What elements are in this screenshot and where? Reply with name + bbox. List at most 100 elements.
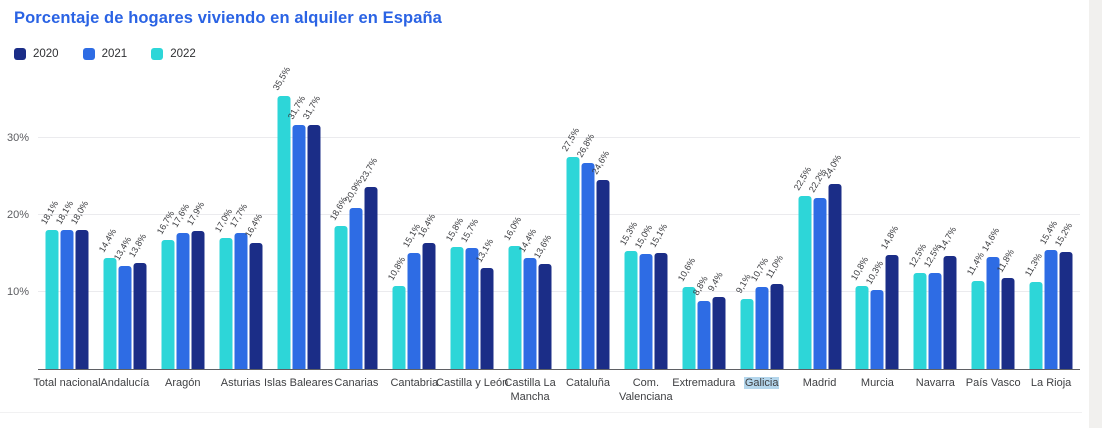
bar-cluster: 15,8% 15,7% 13,1% (444, 216, 495, 369)
bar-value-label: 13,1% (474, 237, 496, 265)
bar-2022[interactable]: 17,0% (212, 207, 234, 369)
bar-2022[interactable]: 11,4% (965, 251, 986, 369)
bar-cluster: 35,5% 31,7% 31,7% (270, 65, 322, 369)
bar-2022[interactable]: 15,8% (444, 216, 465, 369)
bar-group: 16,0% 14,4% 13,6% Castilla La Mancha (501, 69, 559, 404)
gridline-30% (38, 137, 1080, 138)
category-label: Com. Valenciana (619, 377, 673, 404)
bar-2020[interactable]: 17,9% (185, 200, 206, 369)
legend-item-2020[interactable]: 2020 (14, 48, 59, 60)
bar-group: 22,5% 22,2% 24,0% Madrid (791, 69, 849, 389)
gridline-20% (38, 214, 1080, 215)
bar-2022[interactable]: 27,5% (560, 126, 581, 369)
bar-group: 9,1% 10,7% 11,0% Galicia (733, 69, 791, 389)
bar-2020[interactable]: 16,4% (242, 212, 264, 369)
highlighted-category-label[interactable]: Galicia (743, 377, 780, 389)
bar-2020[interactable]: 15,2% (1053, 221, 1074, 369)
bar-2020[interactable]: 23,7% (358, 155, 380, 369)
bar-cluster: 9,1% 10,7% 11,0% (733, 254, 785, 369)
bar-2022[interactable]: 10,8% (386, 255, 408, 369)
bar-cluster: 14,4% 13,4% 13,8% (97, 227, 148, 369)
bar-2022[interactable]: 14,4% (97, 227, 118, 369)
y-tick-label: 20% (6, 209, 29, 221)
bar-2020[interactable]: 11,8% (995, 248, 1016, 369)
gridline-10% (38, 291, 1080, 292)
plot-area: 18,1% 18,1% 18,0% Total nacional 14,4% 13,4% 1… (33, 65, 1080, 404)
legend-label: 2022 (170, 48, 196, 60)
bar-2021[interactable]: 10,7% (748, 256, 770, 369)
bar-2021[interactable]: 15,0% (633, 222, 654, 369)
page-title: Porcentaje de hogares viviendo en alquil… (14, 9, 442, 27)
bar-2020[interactable]: 14,8% (879, 224, 901, 369)
bar-2021[interactable]: 15,1% (401, 222, 423, 369)
bar-group: 11,4% 14,6% 11,8% País Vasco (964, 69, 1022, 389)
category-label: Navarra (915, 377, 955, 389)
bar-2022[interactable]: 16,7% (155, 209, 176, 369)
category-label: Cataluña (565, 377, 610, 389)
bar-value-label: 14,8% (879, 223, 901, 252)
bar-2020[interactable]: 18,0% (69, 199, 90, 369)
bar-2020[interactable]: 24,6% (590, 148, 611, 369)
bar-2022[interactable]: 9,1% (733, 272, 754, 369)
bar-2020[interactable]: 13,1% (474, 237, 495, 369)
bar-2021[interactable]: 15,7% (459, 217, 480, 369)
bar-2022[interactable]: 18,6% (328, 195, 350, 369)
bar-2020[interactable]: 16,4% (416, 212, 438, 369)
bar-cluster: 12,5% 12,5% 14,7% (907, 225, 959, 369)
category-label: Cantabria (390, 377, 439, 389)
bar-cluster: 18,6% 20,9% 23,7% (328, 155, 380, 369)
bar-2021[interactable]: 12,5% (922, 242, 944, 369)
bar-2021[interactable]: 13,4% (112, 235, 133, 369)
bar-2020[interactable]: 15,1% (648, 222, 669, 369)
bar-2021[interactable]: 10,3% (864, 259, 886, 369)
bar-2021[interactable]: 14,4% (517, 227, 538, 369)
bar-2021[interactable]: 17,6% (170, 202, 191, 369)
bar-group: 10,8% 10,3% 14,8% Murcia (848, 69, 906, 389)
bar-2022[interactable]: 22,5% (791, 165, 813, 369)
bar-value-label: 10,8% (386, 254, 408, 282)
bar-2021[interactable]: 26,8% (575, 132, 596, 369)
bar-2020[interactable]: 13,8% (127, 232, 148, 369)
bar-2020[interactable]: 13,6% (532, 233, 553, 369)
bar-value-label: 16,0% (501, 214, 524, 242)
bar-2021[interactable]: 8,8% (691, 274, 711, 369)
y-tick-label: 30% (6, 132, 29, 144)
bar-value-label: 9,4% (705, 269, 725, 293)
bar-2022[interactable]: 11,3% (1023, 251, 1044, 369)
legend-label: 2020 (33, 48, 59, 60)
bar-2020[interactable]: 11,0% (763, 254, 785, 369)
bar-cluster: 11,3% 15,4% 15,2% (1023, 219, 1074, 369)
bar-2021[interactable]: 14,6% (980, 225, 1001, 369)
bar-cluster: 17,0% 17,7% 16,4% (212, 202, 264, 369)
legend-swatch-icon (82, 48, 95, 60)
bar-cluster: 11,4% 14,6% 11,8% (965, 225, 1016, 369)
bar-cluster: 10,8% 15,1% 16,4% (386, 212, 438, 369)
bar-2020[interactable]: 9,4% (706, 270, 726, 369)
legend-item-2022[interactable]: 2022 (151, 48, 196, 60)
bar-2021[interactable]: 20,9% (343, 177, 365, 369)
bar-2021[interactable]: 18,1% (54, 199, 75, 369)
bar-2022[interactable]: 10,6% (676, 256, 697, 369)
bar-2021[interactable]: 15,4% (1038, 219, 1059, 369)
bar-2021[interactable]: 31,7% (285, 94, 307, 369)
bar-2021[interactable]: 17,7% (227, 202, 249, 369)
bar-2020[interactable]: 24,0% (821, 153, 843, 369)
bar-2022[interactable]: 10,8% (849, 255, 871, 369)
category-label: Total nacional (33, 377, 101, 389)
bar-2022[interactable]: 12,5% (907, 242, 929, 369)
bar-group: 14,4% 13,4% 13,8% Andalucía (96, 69, 154, 389)
bar-group: 11,3% 15,4% 15,2% La Rioja (1022, 69, 1080, 389)
bar-2020[interactable]: 14,7% (937, 225, 959, 369)
legend-item-2021[interactable]: 2021 (82, 48, 127, 60)
bar-cluster: 22,5% 22,2% 24,0% (791, 153, 843, 369)
bar-2021[interactable]: 22,2% (806, 167, 828, 369)
bar-cluster: 15,3% 15,0% 15,1% (618, 220, 669, 369)
bar-2022[interactable]: 16,0% (502, 215, 523, 369)
bar-2022[interactable]: 15,3% (618, 220, 639, 369)
category-label: Castilla La Mancha (504, 377, 556, 404)
bar-2022[interactable]: 18,1% (39, 199, 60, 369)
bar-2020[interactable]: 31,7% (300, 94, 322, 369)
bar-2022[interactable]: 35,5% (270, 65, 292, 369)
x-axis-line (38, 368, 1080, 370)
bar-cluster: 16,7% 17,6% 17,9% (155, 200, 206, 369)
